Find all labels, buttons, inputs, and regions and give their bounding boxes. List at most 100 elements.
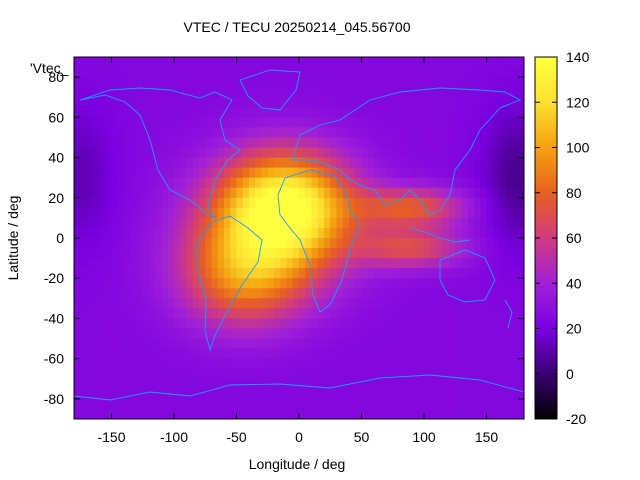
heatmap-cell xyxy=(230,388,238,400)
heatmap-cell xyxy=(474,157,481,169)
heatmap-cell xyxy=(317,227,325,239)
heatmap-cell xyxy=(324,147,331,159)
heatmap-cell xyxy=(436,378,444,390)
heatmap-cell xyxy=(205,278,213,289)
heatmap-cell xyxy=(399,368,406,380)
heatmap-cell xyxy=(155,278,163,289)
heatmap-cell xyxy=(274,97,281,108)
heatmap-cell xyxy=(261,87,269,98)
heatmap-cell xyxy=(349,147,356,159)
heatmap-cell xyxy=(105,248,113,259)
heatmap-cell xyxy=(505,97,513,108)
colorbar-step xyxy=(535,298,557,302)
heatmap-cell xyxy=(442,258,450,269)
heatmap-cell xyxy=(180,177,188,189)
heatmap-cell xyxy=(411,308,419,320)
heatmap-cell xyxy=(161,167,169,179)
heatmap-cell xyxy=(424,308,431,320)
heatmap-cell xyxy=(105,408,113,419)
heatmap-cell xyxy=(436,207,444,219)
heatmap-cell xyxy=(405,308,413,320)
heatmap-cell xyxy=(417,338,425,350)
heatmap-cell xyxy=(305,328,313,340)
heatmap-cell xyxy=(311,358,319,370)
heatmap-cell xyxy=(361,117,369,128)
heatmap-cell xyxy=(424,348,431,360)
heatmap-cell xyxy=(305,238,313,249)
heatmap-cell xyxy=(386,107,394,118)
heatmap-cell xyxy=(424,157,431,169)
heatmap-cell xyxy=(99,147,106,159)
heatmap-cell xyxy=(174,117,181,128)
heatmap-cell xyxy=(405,288,413,299)
heatmap-cell xyxy=(105,288,113,299)
heatmap-cell xyxy=(336,268,344,279)
colorbar-step xyxy=(535,265,557,269)
heatmap-cell xyxy=(449,117,456,128)
heatmap-cell xyxy=(411,97,419,108)
chart-title: VTEC / TECU 20250214_045.56700 xyxy=(183,19,410,35)
heatmap-cell xyxy=(299,77,306,88)
heatmap-cell xyxy=(242,97,250,108)
heatmap-cell xyxy=(305,67,313,78)
heatmap-cell xyxy=(192,117,200,128)
heatmap-cell xyxy=(199,338,206,350)
heatmap-cell xyxy=(336,57,344,68)
heatmap-cell xyxy=(286,207,294,219)
heatmap-cell xyxy=(180,87,188,98)
heatmap-cell xyxy=(461,378,469,390)
heatmap-cell xyxy=(105,77,113,88)
heatmap-cell xyxy=(492,308,500,320)
colorbar-step xyxy=(535,147,557,152)
heatmap-cell xyxy=(255,57,263,68)
heatmap-cell xyxy=(186,137,194,149)
colorbar-tick-label: 100 xyxy=(566,140,590,156)
colorbar-step xyxy=(535,171,557,176)
heatmap-cell xyxy=(155,388,163,400)
heatmap-cell xyxy=(105,107,113,118)
heatmap-cell xyxy=(242,238,250,249)
heatmap-cell xyxy=(367,378,375,390)
heatmap-cell xyxy=(86,107,94,118)
heatmap-cell xyxy=(92,87,100,98)
heatmap-cell xyxy=(99,238,106,249)
heatmap-cell xyxy=(211,268,219,279)
heatmap-cell xyxy=(324,77,331,88)
heatmap-cell xyxy=(274,358,281,370)
heatmap-cell xyxy=(474,288,481,299)
heatmap-cell xyxy=(492,278,500,289)
heatmap-cell xyxy=(142,348,150,360)
heatmap-cell xyxy=(130,57,138,68)
heatmap-cell xyxy=(349,117,356,128)
heatmap-cell xyxy=(261,348,269,360)
heatmap-cell xyxy=(480,177,488,189)
heatmap-cell xyxy=(124,288,131,299)
heatmap-cell xyxy=(380,328,388,340)
heatmap-cell xyxy=(330,67,338,78)
heatmap-cell xyxy=(355,157,363,169)
heatmap-cell xyxy=(92,298,100,309)
heatmap-cell xyxy=(242,167,250,179)
heatmap-cell xyxy=(274,217,281,229)
heatmap-cell xyxy=(117,378,125,390)
heatmap-cell xyxy=(299,338,306,350)
heatmap-cell xyxy=(505,348,513,360)
heatmap-cell xyxy=(224,217,231,229)
heatmap-cell xyxy=(405,227,413,239)
heatmap-cell xyxy=(180,187,188,199)
heatmap-cell xyxy=(224,227,231,239)
heatmap-cell xyxy=(267,117,275,128)
heatmap-cell xyxy=(349,408,356,419)
heatmap-cell xyxy=(286,217,294,229)
heatmap-cell xyxy=(505,398,513,410)
heatmap-cell xyxy=(280,408,288,419)
heatmap-cell xyxy=(399,217,406,229)
heatmap-cell xyxy=(392,238,400,249)
heatmap-cell xyxy=(292,378,300,390)
heatmap-cell xyxy=(505,338,513,350)
heatmap-cell xyxy=(442,187,450,199)
heatmap-cell xyxy=(499,288,506,299)
heatmap-cell xyxy=(105,57,113,68)
heatmap-cell xyxy=(324,268,331,279)
heatmap-cell xyxy=(74,67,81,78)
